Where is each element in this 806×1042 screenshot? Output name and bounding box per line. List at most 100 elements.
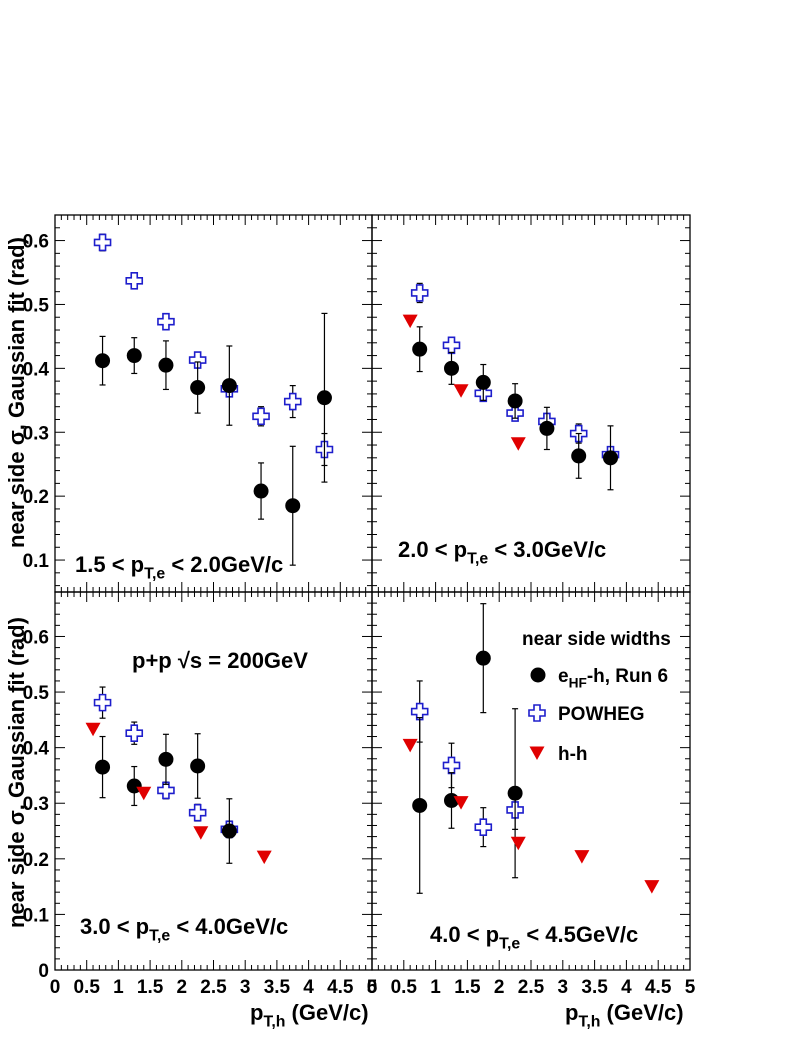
data-marks xyxy=(85,233,660,894)
x-tick-label: 1 xyxy=(113,977,124,998)
data-point-ehf xyxy=(158,357,174,373)
data-point-hh xyxy=(574,850,590,864)
data-point-hh xyxy=(136,786,152,801)
data-point-hh xyxy=(453,796,469,810)
y-tick-label: 0.1 xyxy=(23,905,50,926)
x-tick-label: 4.5 xyxy=(327,977,354,998)
data-point-ehf xyxy=(158,751,174,767)
y-tick-label: 0.4 xyxy=(23,739,50,760)
data-point-powheg xyxy=(442,756,461,775)
data-point-ehf xyxy=(444,360,459,376)
x-axis-label: pT,h (GeV/c) xyxy=(250,1000,369,1031)
data-point-powheg xyxy=(474,818,493,836)
x-tick-label: 1 xyxy=(430,977,441,998)
data-point-ehf xyxy=(316,390,332,406)
legend-label: POWHEG xyxy=(558,704,645,725)
x-axis-label: pT,h (GeV/c) xyxy=(565,1000,684,1031)
data-point-ehf xyxy=(412,341,428,357)
x-tick-label: 2 xyxy=(177,977,188,998)
data-point-ehf xyxy=(221,823,237,839)
data-point-powheg xyxy=(157,781,175,800)
y-tick-label: 0.6 xyxy=(23,232,49,253)
data-point-hh xyxy=(193,826,209,840)
data-point-ehf xyxy=(507,785,523,801)
data-point-hh xyxy=(644,880,660,894)
x-tick-label: 1.5 xyxy=(454,977,481,998)
y-tick-label: 0.2 xyxy=(23,850,49,871)
panel-annotation: 2.0 < pT,e < 3.0GeV/c xyxy=(398,537,606,568)
data-point-ehf xyxy=(571,448,587,464)
y-tick-label: 0.2 xyxy=(23,487,49,508)
data-point-hh xyxy=(510,437,526,451)
x-tick-label: 0.5 xyxy=(391,977,418,998)
y-axis-label: near side σ, Gaussian fit (rad) xyxy=(4,237,29,548)
data-point-ehf xyxy=(221,378,237,394)
data-point-ehf xyxy=(539,420,555,436)
x-tick-label: 5 xyxy=(685,977,696,998)
annotations: near side σ, Gaussian fit (rad) near side… xyxy=(4,237,684,1031)
data-point-ehf xyxy=(95,353,111,369)
x-tick-label: 3.5 xyxy=(264,977,291,998)
data-point-powheg xyxy=(188,351,207,369)
data-point-ehf xyxy=(190,758,206,774)
data-point-hh xyxy=(85,722,101,737)
panel-frame-2 xyxy=(371,214,691,593)
data-point-powheg xyxy=(410,702,429,721)
panel-top-right-marks xyxy=(402,282,620,491)
y-tick-label: 0.5 xyxy=(23,295,50,316)
data-point-powheg xyxy=(157,312,175,331)
panel-top-left-marks xyxy=(93,233,334,566)
data-point-powheg xyxy=(252,407,270,426)
panel-bottom-left-marks xyxy=(85,686,272,865)
panel-annotation: 1.5 < pT,e < 2.0GeV/c xyxy=(75,552,283,583)
panel-annotation: 4.0 < pT,e < 4.5GeV/c xyxy=(430,922,638,953)
data-point-hh xyxy=(402,314,418,329)
y-tick-label: 0.3 xyxy=(23,423,49,444)
y-tick-label: 0.4 xyxy=(23,359,50,380)
data-point-ehf xyxy=(530,667,546,683)
x-tick-label: 0 xyxy=(367,977,378,998)
y-tick-label: 0.5 xyxy=(23,683,50,704)
legend-label: eHF-h, Run 6 xyxy=(558,666,668,691)
data-point-ehf xyxy=(475,374,491,390)
y-tick-label: 0.6 xyxy=(23,627,49,648)
x-tick-label: 5 xyxy=(367,977,378,998)
data-point-ehf xyxy=(603,450,618,466)
data-point-ehf xyxy=(126,348,142,364)
x-tick-label: 3 xyxy=(240,977,251,998)
x-tick-label: 1.5 xyxy=(137,977,164,998)
data-point-powheg xyxy=(410,284,429,302)
x-tick-label: 2.5 xyxy=(518,977,545,998)
x-tick-label: 4 xyxy=(621,977,632,998)
legend-label: h-h xyxy=(558,744,588,765)
x-tick-label: 2 xyxy=(494,977,505,998)
legend: eHF-h, Run 6 POWHEG h-h xyxy=(528,666,668,765)
axis-ticks xyxy=(54,214,691,971)
data-point-ehf xyxy=(412,797,428,813)
tick-labels: 0.1 0.2 0.3 0.4 0.5 0.6 0 0.1 0.2 0.3 0.4 0.5 0.6 0 0.… xyxy=(23,232,696,998)
data-point-hh xyxy=(453,384,469,398)
x-tick-label: 2.5 xyxy=(200,977,227,998)
data-point-hh xyxy=(529,746,545,760)
data-point-hh xyxy=(402,738,418,753)
y-tick-label: 0.1 xyxy=(23,551,50,572)
panel-annotation: 3.0 < pT,e < 4.0GeV/c xyxy=(80,914,288,945)
data-point-powheg xyxy=(528,704,546,722)
data-point-powheg xyxy=(283,392,302,411)
data-point-hh xyxy=(256,850,272,865)
data-point-ehf xyxy=(475,650,491,666)
x-tick-label: 4.5 xyxy=(645,977,672,998)
data-point-powheg xyxy=(442,336,461,355)
data-point-hh xyxy=(510,836,526,851)
y-axis-label: near side σ, Gaussian fit (rad) xyxy=(4,617,29,928)
x-tick-label: 3.5 xyxy=(581,977,608,998)
data-point-powheg xyxy=(93,693,112,712)
data-point-ehf xyxy=(253,483,269,499)
data-point-powheg xyxy=(188,803,207,822)
x-tick-label: 3 xyxy=(558,977,569,998)
x-tick-label: 0.5 xyxy=(73,977,100,998)
x-tick-label: 4 xyxy=(303,977,314,998)
data-point-ehf xyxy=(285,498,301,514)
y-tick-label: 0.3 xyxy=(23,794,49,815)
